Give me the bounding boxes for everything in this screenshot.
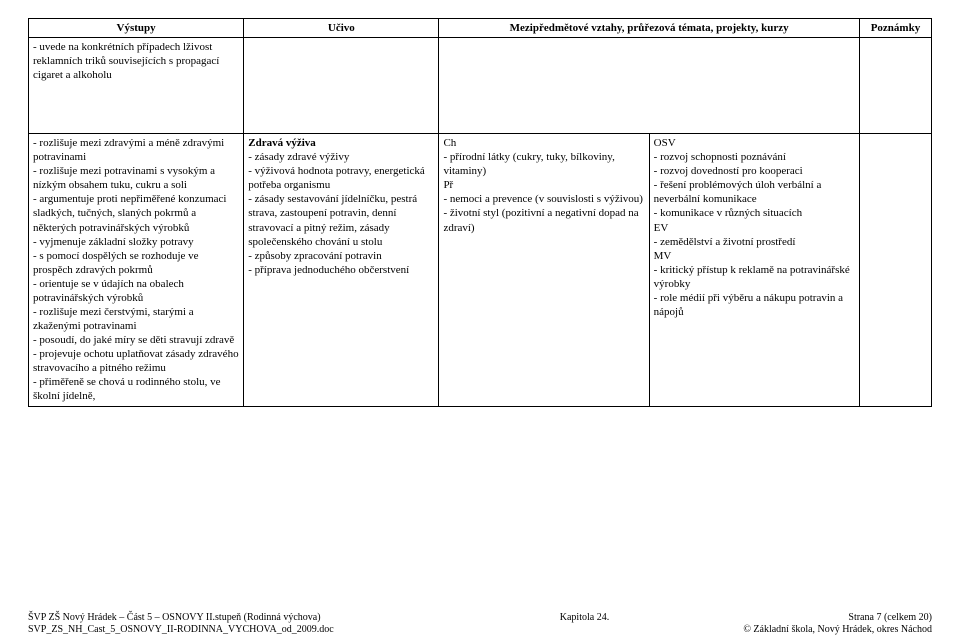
footer-right-2: © Základní škola, Nový Hrádek, okres Nác… — [743, 624, 932, 636]
footer-right-1: Strana 7 (celkem 20) — [848, 612, 932, 624]
text: - přírodní látky (cukry, tuky, bílkoviny… — [443, 150, 644, 178]
curriculum-table: Výstupy Učivo Mezipředmětové vztahy, prů… — [28, 18, 932, 407]
text: - rozlišuje mezi zdravými a méně zdravým… — [33, 137, 241, 402]
header-ucivo: Učivo — [244, 19, 439, 38]
header-vztahy: Mezipředmětové vztahy, průřezová témata,… — [439, 19, 859, 38]
text: - nemoci a prevence (v souvislosti s výž… — [443, 192, 644, 234]
ev-label: EV — [654, 221, 855, 235]
subject-ch-label: Ch — [443, 136, 644, 150]
cell-ucivo-2: Zdravá výživa - zásady zdravé výživy - v… — [244, 134, 439, 406]
header-poznamky: Poznámky — [859, 19, 931, 38]
table-row: - rozlišuje mezi zdravými a méně zdravým… — [29, 134, 932, 406]
page-footer: ŠVP ZŠ Nový Hrádek – Část 5 – OSNOVY II.… — [28, 612, 932, 636]
mv-label: MV — [654, 249, 855, 263]
text: - kritický přístup k reklamě na potravin… — [654, 263, 855, 319]
footer-left-2: SVP_ZS_NH_Cast_5_OSNOVY_II-RODINNA_VYCHO… — [28, 624, 334, 636]
cell-poznamky-1 — [859, 38, 931, 134]
cell-vztahy-2a: Ch - přírodní látky (cukry, tuky, bílkov… — [439, 134, 649, 406]
osv-label: OSV — [654, 136, 855, 150]
text: - zemědělství a životní prostředí — [654, 235, 855, 249]
cell-vystupy-2: - rozlišuje mezi zdravými a méně zdravým… — [29, 134, 244, 406]
text: - rozvoj schopnosti poznávání - rozvoj d… — [654, 150, 855, 220]
cell-poznamky-2 — [859, 134, 931, 406]
text: - zásady zdravé výživy - výživová hodnot… — [248, 151, 427, 276]
subject-pr-label: Př — [443, 178, 644, 192]
footer-center-1: Kapitola 24. — [560, 612, 609, 624]
footer-left-1: ŠVP ZŠ Nový Hrádek – Část 5 – OSNOVY II.… — [28, 612, 321, 624]
page: Výstupy Učivo Mezipředmětové vztahy, prů… — [0, 0, 960, 407]
cell-vztahy-1 — [439, 38, 859, 134]
header-row: Výstupy Učivo Mezipředmětové vztahy, prů… — [29, 19, 932, 38]
footer-line-2: SVP_ZS_NH_Cast_5_OSNOVY_II-RODINNA_VYCHO… — [28, 624, 932, 636]
cell-vystupy-1: - uvede na konkrétních případech lživost… — [29, 38, 244, 134]
cell-vztahy-2b: OSV - rozvoj schopnosti poznávání - rozv… — [649, 134, 859, 406]
ucivo-title: Zdravá výživa — [248, 136, 434, 150]
table-row: - uvede na konkrétních případech lživost… — [29, 38, 932, 134]
footer-line-1: ŠVP ZŠ Nový Hrádek – Část 5 – OSNOVY II.… — [28, 612, 932, 624]
header-vystupy: Výstupy — [29, 19, 244, 38]
text: - uvede na konkrétních případech lživost… — [33, 41, 222, 81]
cell-ucivo-1 — [244, 38, 439, 134]
